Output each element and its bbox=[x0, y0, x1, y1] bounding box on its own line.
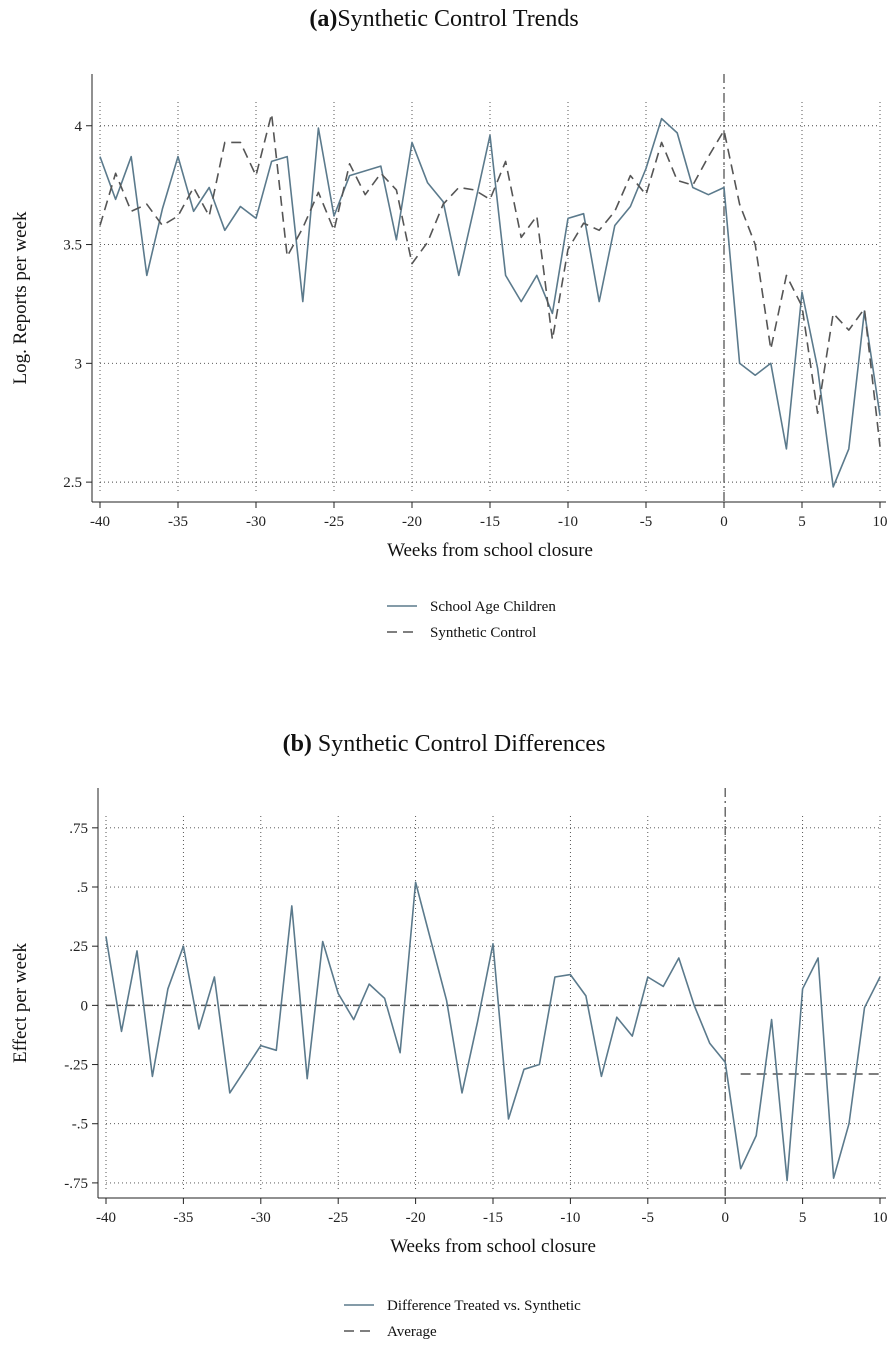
b-x-tick-label: 0 bbox=[721, 1210, 729, 1226]
b-y-axis-title: Effect per week bbox=[10, 943, 31, 1063]
b-y-tick-label: -.75 bbox=[64, 1176, 88, 1192]
a-x-axis-title: Weeks from school closure bbox=[387, 540, 593, 561]
b-y-tick-label: -.25 bbox=[64, 1058, 88, 1074]
b-y-tick-label: .5 bbox=[77, 880, 88, 896]
b-legend-label: Difference Treated vs. Synthetic bbox=[387, 1298, 581, 1314]
b-x-tick-label: -40 bbox=[96, 1210, 116, 1226]
a-y-tick-label: 3.5 bbox=[63, 238, 82, 254]
b-x-tick-label: -5 bbox=[642, 1210, 655, 1226]
a-legend-label: Synthetic Control bbox=[430, 625, 536, 641]
panel-b-title: (b) Synthetic Control Differences bbox=[0, 731, 888, 758]
panel-a-title-text: Synthetic Control Trends bbox=[337, 6, 579, 32]
panel-a-title: (a)Synthetic Control Trends bbox=[0, 6, 888, 33]
a-x-tick-label: -35 bbox=[168, 514, 188, 530]
b-x-tick-label: -30 bbox=[251, 1210, 271, 1226]
a-x-tick-label: -15 bbox=[480, 514, 500, 530]
b-x-tick-label: -15 bbox=[483, 1210, 503, 1226]
a-series-line bbox=[99, 117, 881, 488]
b-series-line bbox=[105, 881, 881, 1182]
panel-a-letter: (a) bbox=[309, 6, 338, 32]
panel-b-letter: (b) bbox=[282, 731, 312, 757]
b-x-tick-label: -20 bbox=[406, 1210, 426, 1226]
a-series-line bbox=[99, 113, 881, 447]
a-y-axis-title: Log. Reports per week bbox=[10, 211, 31, 385]
a-x-tick-label: 5 bbox=[798, 514, 806, 530]
b-legend-label: Average bbox=[387, 1324, 437, 1340]
b-y-tick-label: .75 bbox=[69, 821, 88, 837]
b-x-tick-label: -25 bbox=[328, 1210, 348, 1226]
panel-b-title-text: Synthetic Control Differences bbox=[317, 731, 606, 757]
b-y-tick-label: 0 bbox=[81, 998, 89, 1014]
chart-b: -40 -35 -30 -25 -20 -15 -10 -5 0 5 10 -.75 -.5 -.25 0.… bbox=[10, 788, 888, 1340]
a-y-tick-label: 3 bbox=[75, 356, 83, 372]
a-x-tick-label: 0 bbox=[720, 514, 728, 530]
b-x-tick-label: 5 bbox=[799, 1210, 807, 1226]
b-x-axis-title: Weeks from school closure bbox=[390, 1236, 596, 1257]
b-x-tick-label: -35 bbox=[173, 1210, 193, 1226]
b-x-tick-label: 10 bbox=[873, 1210, 888, 1226]
a-x-tick-label: -25 bbox=[324, 514, 344, 530]
a-legend-label: School Age Children bbox=[430, 599, 556, 615]
b-y-tick-label: -.5 bbox=[72, 1117, 88, 1133]
chart-a: -40 -35 -30 -25 -20 -15 -10 -5 0 5 10 2.5 3 3.5 4 Weeks… bbox=[10, 74, 888, 641]
a-x-tick-label: 10 bbox=[873, 514, 888, 530]
a-y-tick-label: 4 bbox=[75, 119, 83, 135]
a-x-tick-label: -30 bbox=[246, 514, 266, 530]
a-x-tick-label: -5 bbox=[640, 514, 653, 530]
b-x-tick-label: -10 bbox=[560, 1210, 580, 1226]
a-x-tick-label: -20 bbox=[402, 514, 422, 530]
a-y-tick-label: 2.5 bbox=[63, 475, 82, 491]
a-x-tick-label: -40 bbox=[90, 514, 110, 530]
a-x-tick-label: -10 bbox=[558, 514, 578, 530]
b-y-tick-label: .25 bbox=[69, 939, 88, 955]
